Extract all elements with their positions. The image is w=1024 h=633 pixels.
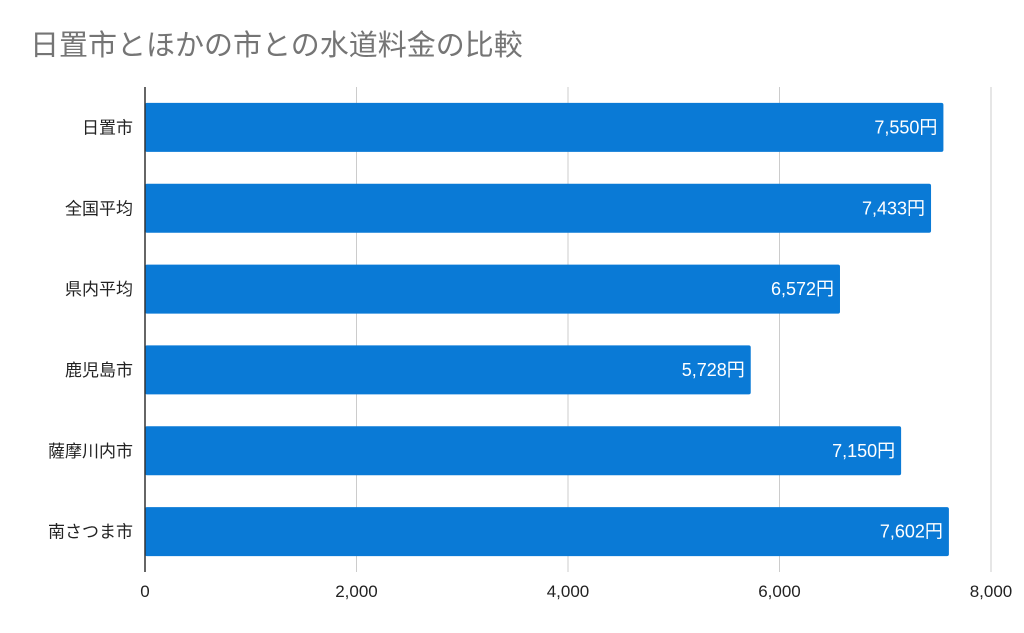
x-tick-label: 4,000 — [547, 582, 590, 601]
category-label: 薩摩川内市 — [48, 442, 133, 462]
bar — [145, 426, 902, 476]
x-tick-labels: 0 2,000 4,000 6,000 8,000 — [140, 582, 1012, 601]
bar — [145, 183, 932, 233]
x-tick-label: 0 — [140, 582, 149, 601]
data-label: 7,550円 — [874, 117, 937, 137]
bar — [145, 507, 949, 557]
category-label: 日置市 — [82, 118, 133, 138]
data-label: 6,572円 — [771, 279, 834, 299]
category-label: 県内平均 — [65, 280, 133, 300]
data-label: 7,150円 — [832, 441, 895, 461]
gridlines — [356, 87, 992, 572]
category-label: 鹿児島市 — [65, 361, 133, 381]
x-tick-label: 2,000 — [335, 582, 378, 601]
data-label: 7,433円 — [862, 198, 925, 218]
bar — [145, 345, 751, 395]
data-label: 5,728円 — [682, 360, 745, 380]
x-tick-label: 8,000 — [970, 582, 1013, 601]
bars: 7,550円 7,433円 6,572円 5,728円 7,150円 7,602円 — [145, 102, 949, 557]
x-tick-label: 6,000 — [758, 582, 801, 601]
data-label: 7,602円 — [880, 522, 943, 542]
bar — [145, 102, 944, 152]
chart-title: 日置市とほかの市との水道料金の比較 — [30, 28, 523, 62]
bar — [145, 264, 840, 314]
category-label: 全国平均 — [65, 199, 133, 219]
category-label: 南さつま市 — [48, 523, 133, 543]
